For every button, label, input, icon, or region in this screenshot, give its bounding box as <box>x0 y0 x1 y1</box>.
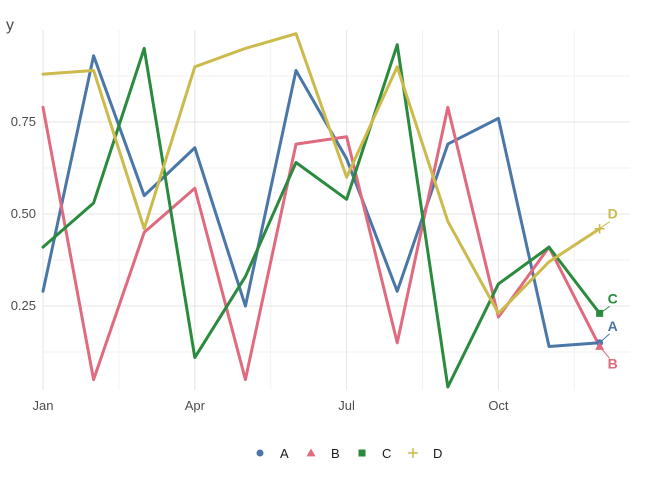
series-line-d <box>41 32 602 315</box>
x-tick-label: Jul <box>338 398 355 413</box>
legend-label: D <box>433 446 442 461</box>
legend-key-marker <box>306 448 316 457</box>
series-layer <box>41 32 605 389</box>
legend-key-marker <box>256 449 264 457</box>
legend-label: A <box>280 446 289 461</box>
legend-label: B <box>331 446 340 461</box>
leader-line-c <box>599 305 610 314</box>
end-label-a: A <box>608 318 618 334</box>
end-label-layer: A B C D <box>599 206 618 371</box>
y-tick-label: 0.50 <box>11 206 36 221</box>
legend: A B C D <box>256 446 442 461</box>
end-point-b <box>595 341 605 350</box>
end-label-d: D <box>608 206 618 222</box>
series-line-a <box>41 54 602 348</box>
legend-key-marker <box>358 449 366 457</box>
y-tick-label: 0.25 <box>11 298 36 313</box>
end-label-b: B <box>608 355 618 371</box>
grid-layer <box>42 30 630 390</box>
leader-line-a <box>599 333 610 344</box>
end-label-c: C <box>608 290 618 306</box>
x-tick-label: Jan <box>33 398 54 413</box>
series-line-c <box>41 43 602 389</box>
legend-item-c: C <box>358 446 391 461</box>
y-tick-label: 0.75 <box>11 114 36 129</box>
legend-label: C <box>382 446 391 461</box>
leader-line-b <box>599 346 611 359</box>
legend-item-a: A <box>256 446 289 461</box>
legend-item-d: D <box>408 446 442 461</box>
x-tick-label: Oct <box>488 398 509 413</box>
legend-key-marker <box>408 448 418 458</box>
y-axis-title: y <box>6 17 14 34</box>
axis-layer: 0.25 0.50 0.75 Jan Apr Jul Oct y <box>6 17 509 413</box>
legend-item-b: B <box>306 446 340 461</box>
x-tick-label: Apr <box>185 398 206 413</box>
leader-line-d <box>599 221 610 230</box>
